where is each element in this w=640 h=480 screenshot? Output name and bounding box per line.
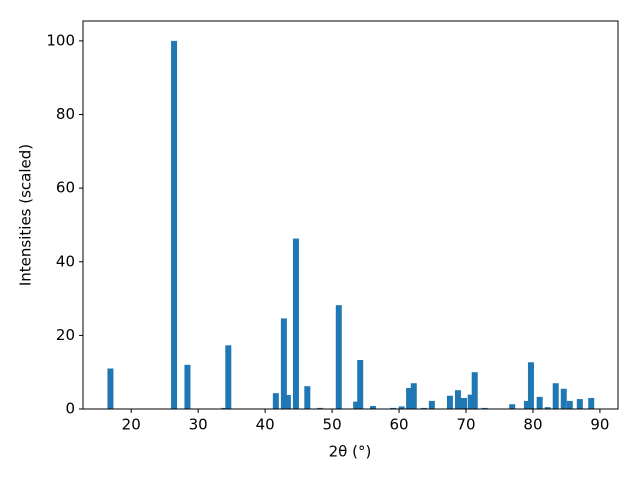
x-tick-label: 40 <box>256 416 275 434</box>
bar <box>481 407 488 409</box>
bar <box>552 383 559 409</box>
bar <box>398 406 405 409</box>
bar <box>467 394 474 409</box>
x-tick-label: 90 <box>590 416 609 434</box>
x-tick-label: 80 <box>523 416 542 434</box>
bar <box>292 238 299 409</box>
bar <box>107 368 114 409</box>
bar <box>221 407 228 409</box>
x-tick-label: 30 <box>189 416 208 434</box>
bar <box>420 407 427 409</box>
bar <box>544 407 551 409</box>
bar <box>446 395 453 409</box>
y-tick-label: 40 <box>56 252 75 270</box>
y-tick-label: 80 <box>56 105 75 123</box>
bar <box>527 362 534 409</box>
bar <box>171 40 178 409</box>
y-tick-label: 0 <box>65 400 75 418</box>
bar <box>304 386 311 409</box>
bar <box>335 305 342 409</box>
bar <box>471 372 478 409</box>
bar <box>588 397 595 409</box>
bar <box>536 396 543 409</box>
axes-frame <box>82 20 619 410</box>
y-tick-label: 20 <box>56 326 75 344</box>
x-axis-label: 2θ (°) <box>329 443 372 461</box>
bar <box>390 407 397 409</box>
bar <box>369 406 376 409</box>
bar <box>454 390 461 409</box>
bar <box>523 400 530 409</box>
x-tick-label: 70 <box>456 416 475 434</box>
bar <box>509 404 516 409</box>
bar <box>353 401 360 409</box>
bar <box>406 388 413 409</box>
bar <box>560 388 567 409</box>
bar <box>280 318 287 409</box>
x-tick-label: 20 <box>122 416 141 434</box>
y-tick-label: 60 <box>56 179 75 197</box>
bar <box>566 400 573 409</box>
x-tick-label: 50 <box>323 416 342 434</box>
bar <box>460 397 467 409</box>
x-tick-label: 60 <box>389 416 408 434</box>
y-axis-label: Intensities (scaled) <box>17 144 35 286</box>
bar <box>272 393 279 409</box>
bar <box>357 360 364 409</box>
bar <box>428 400 435 409</box>
bar <box>410 383 417 409</box>
y-tick-label: 100 <box>46 31 75 49</box>
bar <box>184 364 191 409</box>
bar <box>317 407 324 409</box>
bar <box>284 395 291 409</box>
bar <box>576 399 583 409</box>
bar <box>225 345 232 409</box>
